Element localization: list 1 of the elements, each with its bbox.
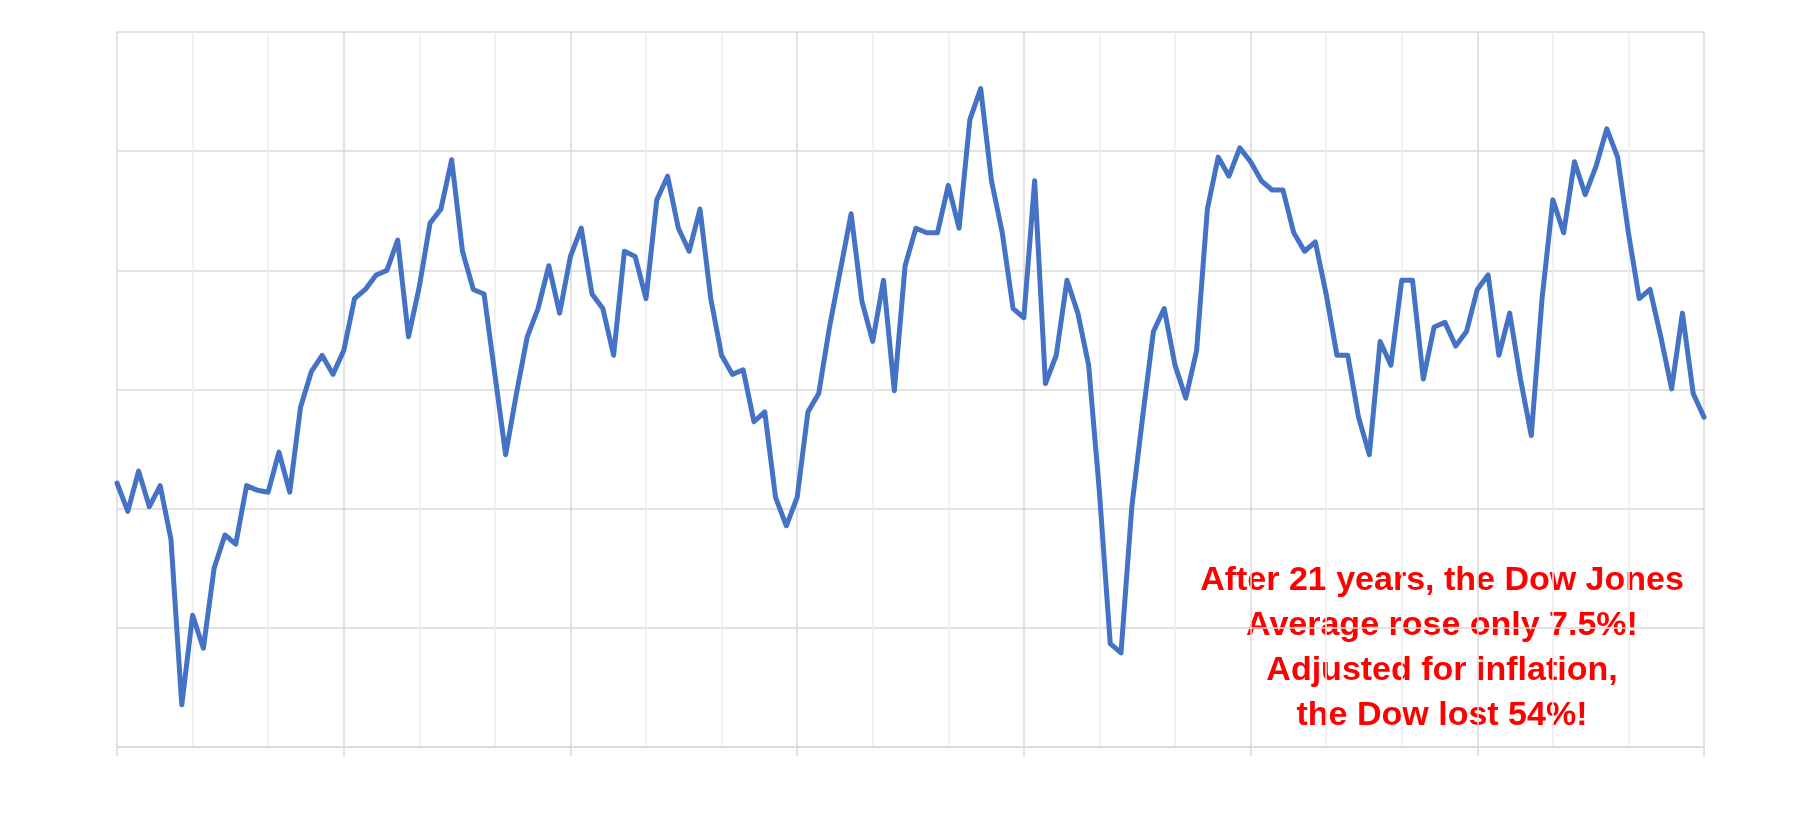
annotation: After 21 years, the Dow Jones Average rose only 7.5%! Adjusted for inflation, the Dow lost 54%! [1200, 558, 1684, 732]
